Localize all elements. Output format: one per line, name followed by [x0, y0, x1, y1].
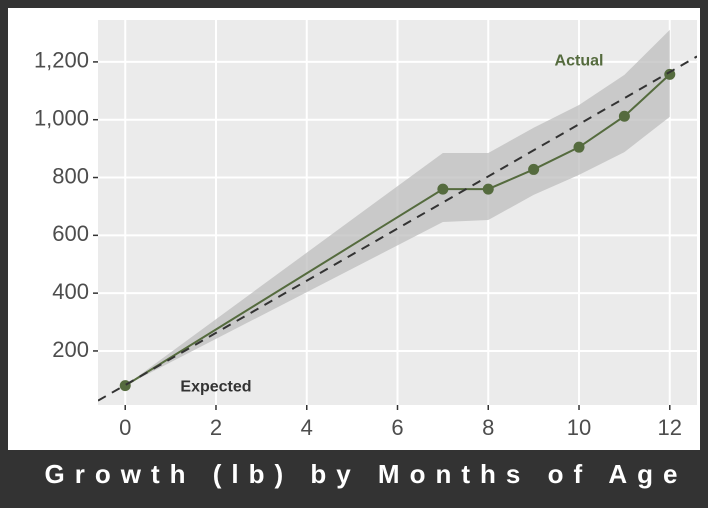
annotation: Expected — [180, 378, 251, 395]
point — [482, 183, 494, 195]
point — [437, 183, 449, 195]
point — [618, 110, 630, 122]
point — [573, 141, 585, 153]
x-tick-label: 10 — [567, 415, 591, 440]
chart-title: Growth (lb) by Months of Age — [45, 459, 688, 489]
y-tick-label: 1,000 — [34, 106, 89, 131]
x-tick-label: 2 — [210, 415, 222, 440]
x-tick-label: 0 — [119, 415, 131, 440]
expected-line — [98, 55, 697, 402]
y-tick-label: 800 — [52, 163, 89, 188]
confidence-band — [125, 29, 670, 386]
x-tick-label: 6 — [391, 415, 403, 440]
y-tick-label: 200 — [52, 337, 89, 362]
y-tick-label: 1,200 — [34, 48, 89, 73]
x-tick-label: 4 — [301, 415, 313, 440]
point — [528, 163, 540, 175]
x-tick-label: 8 — [482, 415, 494, 440]
y-tick-label: 600 — [52, 221, 89, 246]
y-tick-label: 400 — [52, 279, 89, 304]
annotation: Actual — [555, 52, 604, 69]
x-tick-label: 12 — [658, 415, 682, 440]
